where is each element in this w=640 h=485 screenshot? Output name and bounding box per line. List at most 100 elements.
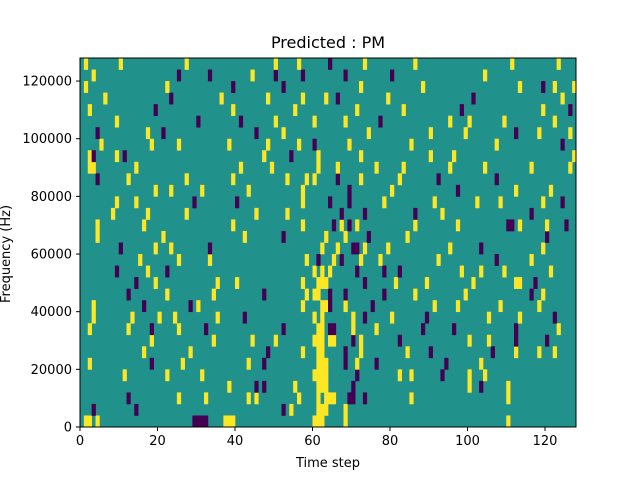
heatmap-cell <box>548 265 554 278</box>
heatmap-cell <box>324 392 329 405</box>
heatmap-cell <box>514 323 519 336</box>
heatmap-cell <box>83 415 89 428</box>
heatmap-cell <box>479 265 484 278</box>
heatmap-cell <box>207 69 213 82</box>
heatmap-cell <box>545 219 550 232</box>
heatmap-cell <box>328 288 333 301</box>
heatmap-cell <box>111 207 116 220</box>
heatmap-cell <box>440 207 445 220</box>
heatmap-cell <box>91 161 96 174</box>
heatmap-cell <box>176 138 182 151</box>
heatmap-cell <box>560 92 565 105</box>
heatmap-cell <box>320 346 325 359</box>
heatmap-cell <box>87 104 92 117</box>
heatmap-cell <box>506 415 511 428</box>
heatmap-cell <box>397 334 402 347</box>
heatmap-cell <box>463 127 468 140</box>
x-axis: 0 20 40 60 80 100 120 <box>76 427 557 449</box>
heatmap-cell <box>316 380 321 393</box>
heatmap-cell <box>95 230 100 243</box>
heatmap-cell <box>281 403 286 416</box>
heatmap-cell <box>471 92 476 105</box>
heatmap-cell <box>173 311 178 324</box>
heatmap-cell <box>533 277 538 289</box>
heatmap-cell <box>316 346 321 359</box>
heatmap-cell <box>103 92 108 105</box>
heatmap-cell <box>324 300 329 313</box>
heatmap-cell <box>347 184 352 197</box>
heatmap-cell <box>455 300 461 313</box>
heatmap-cell <box>537 346 542 359</box>
heatmap-cell <box>297 138 302 151</box>
heatmap-cell <box>343 415 348 428</box>
heatmap-cell <box>343 115 348 128</box>
heatmap-cell <box>351 380 356 393</box>
heatmap-cell <box>316 334 321 347</box>
heatmap-cell <box>351 242 356 255</box>
x-tick-label: 0 <box>76 434 84 449</box>
heatmap-cell <box>479 357 484 370</box>
heatmap-cell <box>452 323 457 336</box>
heatmap-cell <box>273 334 278 347</box>
heatmap-cell <box>537 300 542 313</box>
heatmap-cell <box>300 196 306 209</box>
heatmap-cell <box>320 369 325 382</box>
heatmap-cell <box>572 150 577 163</box>
heatmap-cell <box>355 242 360 255</box>
x-axis-label: Time step <box>295 456 360 471</box>
heatmap-cell <box>238 115 244 128</box>
heatmap-cell <box>300 300 306 313</box>
heatmap-cell <box>297 392 302 405</box>
heatmap-cell <box>192 415 197 428</box>
heatmap-cell <box>545 334 550 347</box>
heatmap-cell <box>355 357 360 370</box>
heatmap-cell <box>149 357 154 370</box>
heatmap-cell <box>312 288 317 301</box>
heatmap-cell <box>142 346 147 359</box>
y-tick-label: 80000 <box>31 190 72 205</box>
heatmap-cell <box>486 334 492 347</box>
heatmap-cell <box>285 173 290 186</box>
heatmap-cell <box>153 242 158 255</box>
heatmap-cell <box>455 184 461 197</box>
heatmap-cell <box>463 288 468 301</box>
heatmap-cell <box>413 288 418 301</box>
heatmap-cell <box>91 69 96 82</box>
heatmap-cell <box>506 380 511 393</box>
heatmap-cell <box>304 173 309 186</box>
heatmap-cell <box>312 415 317 428</box>
heatmap-cell <box>448 115 453 128</box>
heatmap-cell <box>281 81 286 93</box>
heatmap-cell <box>494 173 499 186</box>
heatmap-cell <box>475 196 480 209</box>
heatmap-cell <box>95 173 100 186</box>
heatmap-cell <box>138 254 143 266</box>
heatmap-cell <box>339 254 344 266</box>
heatmap-cell <box>401 161 406 174</box>
heatmap-cell <box>479 380 484 393</box>
heatmap-cell <box>343 230 348 243</box>
heatmap-cell <box>130 311 135 324</box>
heatmap-cell <box>153 277 158 289</box>
heatmap-cell <box>390 69 395 82</box>
heatmap-cell <box>335 92 340 105</box>
heatmap-cell <box>386 242 391 255</box>
heatmap-cell <box>316 392 321 405</box>
heatmap-cell <box>428 127 433 140</box>
heatmap-cell <box>289 150 294 163</box>
heatmap-cell <box>262 357 267 370</box>
heatmap-cell <box>397 265 402 278</box>
heatmap-cell <box>300 277 306 289</box>
heatmap-cell <box>514 277 519 289</box>
heatmap-cell <box>517 277 523 289</box>
heatmap-cell <box>126 323 131 336</box>
heatmap-cell <box>262 288 267 301</box>
heatmap-cell <box>440 369 445 382</box>
heatmap-cell <box>328 265 333 278</box>
heatmap-cell <box>142 300 147 313</box>
heatmap-cell <box>87 323 92 336</box>
heatmap-cell <box>359 346 364 359</box>
heatmap-cell <box>324 357 329 370</box>
heatmap-cell <box>242 311 247 324</box>
heatmap-cell <box>502 115 507 128</box>
